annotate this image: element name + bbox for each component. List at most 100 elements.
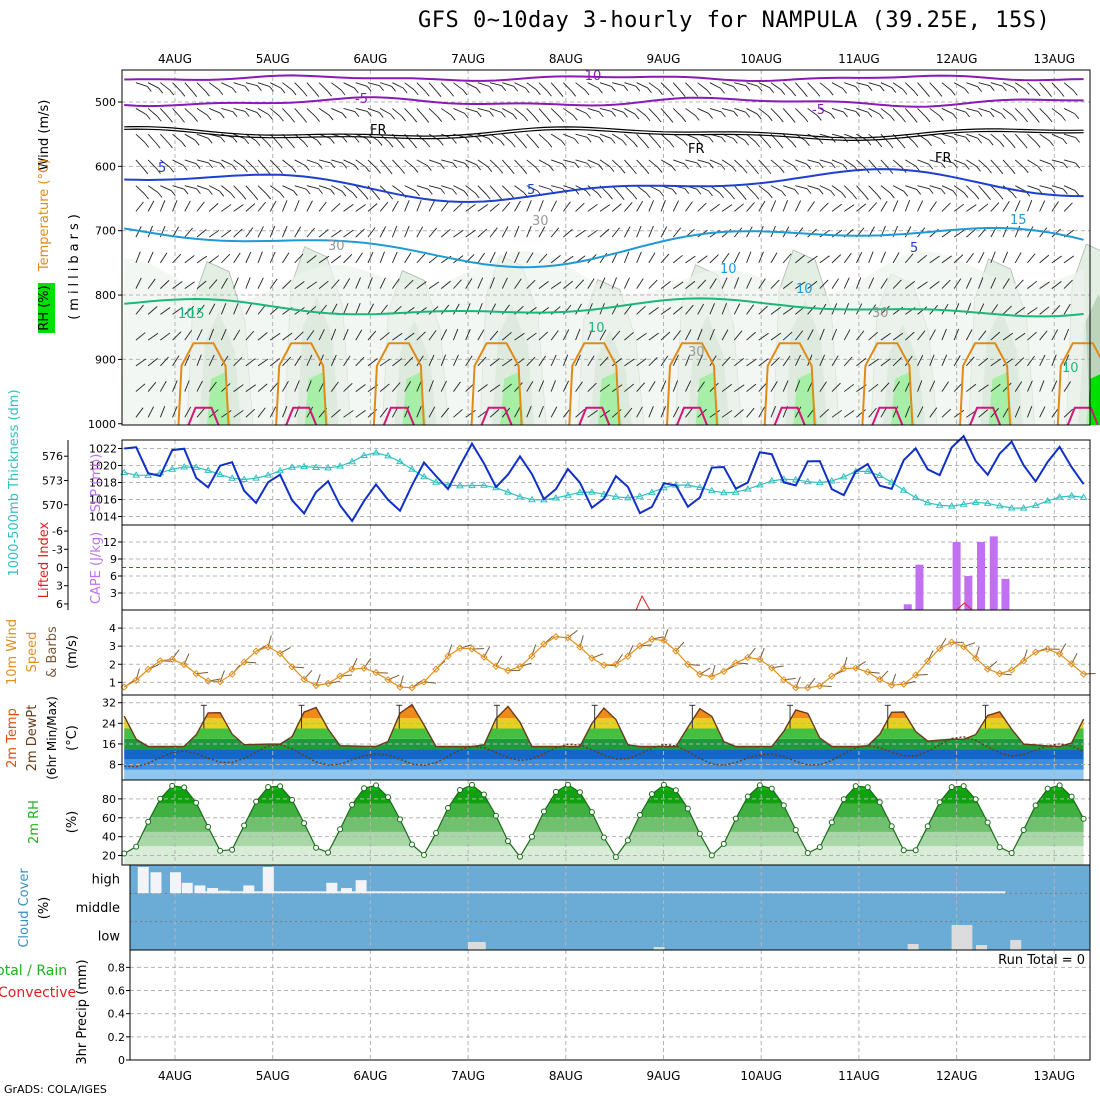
rh-point <box>804 850 811 857</box>
wind-barb-flag <box>1047 91 1052 97</box>
wind-barb-flag <box>438 140 444 146</box>
rh-bands <box>124 784 1084 865</box>
wind-barb <box>526 332 537 341</box>
wind-barb <box>196 407 206 418</box>
wind-barb-flag <box>598 87 603 94</box>
wind-barb <box>807 280 818 289</box>
wind-barb <box>514 159 524 169</box>
wind-barb <box>196 133 209 139</box>
wind-barb <box>160 159 171 168</box>
wind-barb <box>233 277 239 289</box>
wind-barb <box>160 82 171 91</box>
wind-barb <box>404 252 412 264</box>
wind-barb <box>526 82 537 91</box>
wind-barb <box>624 407 633 418</box>
wind-barb <box>954 133 966 138</box>
wind-barb <box>1002 358 1013 367</box>
wind-barb <box>966 185 976 195</box>
wind-barb <box>1002 108 1013 116</box>
wind-barb <box>294 159 306 166</box>
wind-barb <box>184 227 193 238</box>
thickness-point <box>839 472 848 480</box>
wind-barb-flag <box>1037 165 1043 172</box>
wind-barb-flag <box>562 163 567 170</box>
wind-barb <box>269 108 280 117</box>
cloud-level-label: high <box>92 873 120 888</box>
wind-barb <box>379 304 388 315</box>
wind-barb <box>453 229 464 238</box>
wind-barb-flag <box>767 115 773 122</box>
wind-barb <box>1027 307 1038 315</box>
wind-barb <box>563 255 574 264</box>
wind-barb <box>721 159 733 167</box>
wind-barb <box>514 200 521 212</box>
wind-barb-flag <box>597 192 602 199</box>
wind-barb-flag <box>183 188 189 195</box>
wind-barb-flag <box>192 91 198 97</box>
wind-barb <box>648 306 659 315</box>
wind-barb-flag <box>1023 167 1029 174</box>
wind-barb-flag <box>671 165 676 172</box>
wind-barb-flag <box>316 140 322 146</box>
wind-barb <box>269 225 276 238</box>
wind-barb <box>172 253 182 264</box>
wind-barb-flag <box>757 85 763 92</box>
wind-barb-flag <box>499 140 505 146</box>
wind-barb <box>1002 305 1012 315</box>
thickness-point <box>1055 493 1064 500</box>
wind-barb <box>587 410 598 418</box>
wind-barb <box>599 252 608 264</box>
wind-barb <box>917 380 923 392</box>
wind-barb <box>233 185 243 195</box>
wind-speed-point <box>372 668 380 677</box>
wind-barb <box>758 251 764 264</box>
wind-barb <box>477 252 486 264</box>
wind-barb <box>624 185 634 195</box>
wind-barb <box>611 159 622 169</box>
wind-barb <box>306 281 318 289</box>
temp-tick-label: 8 <box>109 759 116 772</box>
wind-barb <box>428 330 437 341</box>
wind-barb-flag <box>706 89 712 96</box>
wind-barb <box>941 133 954 138</box>
wind-barb <box>489 159 500 169</box>
date-label-bottom: 9AUG <box>647 1069 681 1083</box>
wind-barb <box>892 381 900 392</box>
panel-frame <box>121 69 1091 426</box>
wind-barb <box>1039 185 1052 190</box>
wind-barb-flag <box>1050 163 1056 170</box>
wind-barb <box>929 407 938 418</box>
wind-barb <box>880 251 886 264</box>
wind-barb-flag <box>536 89 541 96</box>
wind-barb <box>1039 200 1046 212</box>
wind-barb <box>1002 278 1010 289</box>
temp-bands <box>124 704 1084 780</box>
contour-plus10 <box>124 227 1084 269</box>
temp-band <box>124 728 1084 739</box>
wind-barb <box>502 383 512 392</box>
wind-barb <box>758 358 769 367</box>
wind-barb <box>1051 354 1057 367</box>
wind-barb-flag <box>195 163 201 169</box>
wind-barb <box>379 251 385 264</box>
wind-barb <box>294 253 304 264</box>
wind-speed-point <box>768 664 776 672</box>
temp-line <box>123 703 1085 748</box>
wind-barb-flag <box>733 111 739 117</box>
wind-barb <box>917 254 928 264</box>
contour-plus25 <box>871 406 904 426</box>
wind-speed-point <box>959 642 968 651</box>
wind-barb <box>477 82 490 87</box>
wind-barb-flag <box>843 111 848 118</box>
wind-barb <box>672 380 679 392</box>
lifted-index-axis-label: Lifted Index <box>37 521 52 598</box>
wind-barb <box>941 82 952 91</box>
wind-barb <box>184 82 194 93</box>
wind-barb-flag <box>864 194 869 200</box>
wind-barb-flag <box>425 141 431 148</box>
wind-barb-flag <box>302 117 308 123</box>
wind-barb <box>795 254 805 264</box>
thickness-point <box>899 486 908 493</box>
thickness-point <box>971 498 980 505</box>
